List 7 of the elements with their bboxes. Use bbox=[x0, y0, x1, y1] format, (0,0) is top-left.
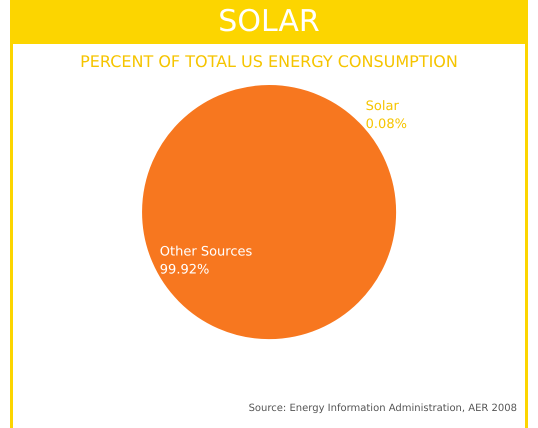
source-note: Source: Energy Information Administration, AER 2008 bbox=[248, 403, 517, 414]
data-label: 0.08% bbox=[366, 117, 407, 132]
chart-subtitle: PERCENT OF TOTAL US ENERGY CONSUMPTION bbox=[79, 52, 459, 71]
data-label: 99.92% bbox=[160, 262, 210, 278]
slice-label: Solar bbox=[366, 99, 400, 114]
slice-label: Other Sources bbox=[160, 244, 252, 260]
chart-title: SOLAR bbox=[13, 0, 525, 44]
